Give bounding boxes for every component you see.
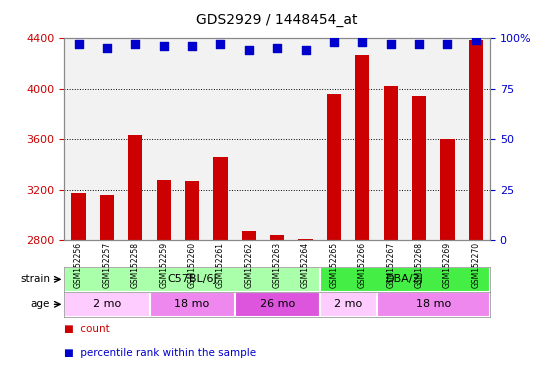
Point (329, 39, 338, 45)
Text: GSM152258: GSM152258 (131, 242, 140, 288)
Bar (150, 292, 235, 317)
Bar (376, 292, 490, 317)
Text: GSM152263: GSM152263 (273, 242, 282, 288)
Bar (100, 195, 114, 240)
Bar (185, 181, 199, 240)
Text: GSM152261: GSM152261 (216, 242, 225, 288)
Point (301, 47, 310, 53)
Bar (440, 139, 455, 240)
Point (74, 41, 83, 48)
Bar (64, 267, 320, 292)
Text: 18 mo: 18 mo (175, 299, 209, 310)
Text: GSM152270: GSM152270 (472, 242, 480, 288)
Text: ■  count: ■ count (64, 324, 110, 334)
Text: 2 mo: 2 mo (93, 299, 121, 310)
Point (159, 43, 168, 50)
Bar (320, 267, 490, 292)
Bar (298, 239, 312, 240)
Bar (157, 180, 171, 240)
Text: 2 mo: 2 mo (334, 299, 362, 310)
Point (188, 43, 197, 50)
Text: GSM152260: GSM152260 (188, 242, 197, 288)
Point (472, 37, 480, 43)
Point (414, 41, 423, 48)
Bar (235, 292, 320, 317)
Bar (320, 292, 376, 317)
Text: strain: strain (20, 274, 50, 285)
Text: GSM152269: GSM152269 (443, 242, 452, 288)
Bar (213, 157, 227, 240)
Text: GSM152266: GSM152266 (358, 242, 367, 288)
Bar (355, 55, 370, 240)
Bar (128, 136, 142, 240)
Bar (242, 231, 256, 240)
Bar (72, 194, 86, 240)
Point (273, 45, 282, 51)
Text: GDS2929 / 1448454_at: GDS2929 / 1448454_at (197, 13, 358, 27)
Text: GSM152267: GSM152267 (386, 242, 395, 288)
Bar (384, 86, 398, 240)
Bar (270, 235, 284, 240)
Text: GSM152256: GSM152256 (74, 242, 83, 288)
Point (131, 41, 140, 48)
Text: C57BL/6J: C57BL/6J (167, 274, 217, 285)
Bar (327, 94, 341, 240)
Text: DBA/2J: DBA/2J (386, 274, 424, 285)
Text: GSM152264: GSM152264 (301, 242, 310, 288)
Text: ■  percentile rank within the sample: ■ percentile rank within the sample (64, 348, 256, 358)
Text: GSM152259: GSM152259 (159, 242, 168, 288)
Text: GSM152262: GSM152262 (244, 242, 253, 288)
Text: age: age (31, 299, 50, 310)
Text: GSM152268: GSM152268 (414, 242, 423, 288)
Point (358, 39, 367, 45)
Point (244, 47, 253, 53)
Bar (64, 292, 150, 317)
Point (443, 41, 452, 48)
Text: GSM152257: GSM152257 (102, 242, 111, 288)
Bar (469, 40, 483, 240)
Point (386, 41, 395, 48)
Text: GSM152265: GSM152265 (329, 242, 338, 288)
Text: 26 mo: 26 mo (260, 299, 295, 310)
Text: 18 mo: 18 mo (416, 299, 451, 310)
Bar (412, 96, 426, 240)
Point (102, 45, 111, 51)
Point (216, 41, 225, 48)
